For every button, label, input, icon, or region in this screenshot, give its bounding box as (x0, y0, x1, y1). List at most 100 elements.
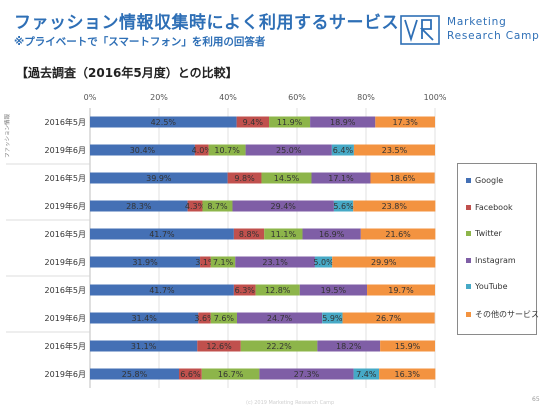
data-label: 42.5% (151, 118, 177, 127)
bar-segment (201, 368, 260, 380)
bar-segment (90, 256, 201, 268)
legend-label: Google (475, 176, 504, 185)
data-label: 16.7% (218, 370, 244, 379)
data-label: 31.1% (131, 342, 157, 351)
bar-segment (236, 312, 323, 324)
bar-segment (245, 144, 332, 156)
data-label: 18.9% (330, 118, 356, 127)
bar-segment (90, 312, 199, 324)
bar-segment (90, 340, 198, 352)
data-label: 5.0% (313, 258, 334, 267)
bar-segment (233, 228, 265, 240)
row-label: 2019年6月 (45, 145, 86, 155)
data-label: 6.3% (235, 286, 256, 295)
bar-segment (370, 172, 435, 184)
x-tick-label: 100% (424, 93, 447, 102)
data-label: 31.4% (131, 314, 157, 323)
row-label: 2016年5月 (45, 229, 86, 239)
data-label: 25.8% (122, 370, 148, 379)
x-tick-label: 0% (84, 93, 97, 102)
bar-segment (311, 172, 371, 184)
bar-segment (375, 116, 435, 128)
legend-item: Facebook (466, 203, 513, 212)
row-label: 2019年6月 (45, 201, 86, 211)
bar-segment (342, 312, 435, 324)
data-label: 4.3% (185, 202, 206, 211)
data-label: 3.1% (195, 258, 216, 267)
bar-segment (240, 340, 318, 352)
data-label: 8.8% (239, 230, 260, 239)
bar-segment (353, 368, 380, 380)
section-title: 【過去調査（2016年5月度）との比較】 (16, 66, 238, 80)
data-label: 23.5% (382, 146, 408, 155)
bar-segment (310, 116, 376, 128)
row-label: 2016年5月 (45, 341, 86, 351)
brand-name: Marketing Research Camp (447, 15, 540, 43)
data-label: 7.1% (213, 258, 234, 267)
data-label: 28.3% (126, 202, 152, 211)
data-label: 11.1% (271, 230, 297, 239)
data-label: 17.3% (392, 118, 418, 127)
bar-segment (208, 144, 246, 156)
data-label: 29.4% (270, 202, 296, 211)
bar-segment (353, 200, 436, 212)
data-label: 4.0% (192, 146, 213, 155)
data-label: 26.7% (376, 314, 402, 323)
x-tick-label: 20% (150, 93, 168, 102)
legend-item: Twitter (466, 229, 502, 238)
row-label: 2016年5月 (45, 117, 86, 127)
data-label: 3.6% (194, 314, 215, 323)
data-label: 19.5% (321, 286, 347, 295)
bar-segment (314, 256, 333, 268)
data-label: 39.9% (146, 174, 172, 183)
data-label: 15.9% (395, 342, 421, 351)
data-label: 19.7% (388, 286, 414, 295)
bar-segment (90, 116, 237, 128)
bar-segment (90, 284, 234, 296)
data-label: 14.5% (274, 174, 300, 183)
data-label: 22.2% (266, 342, 292, 351)
data-label: 23.8% (382, 202, 408, 211)
legend-swatch (466, 204, 471, 210)
bar-segment (90, 144, 195, 156)
bar-segment (302, 228, 361, 240)
x-tick-label: 40% (219, 93, 237, 102)
legend-label: Facebook (475, 202, 513, 212)
page-subtitle: ※プライベートで「スマートフォン」を利用の回答者 (14, 36, 266, 48)
data-label: 18.6% (390, 174, 416, 183)
data-label: 18.2% (336, 342, 362, 351)
legend-item: Google (466, 176, 503, 185)
data-label: 41.7% (149, 230, 175, 239)
data-label: 12.8% (265, 286, 291, 295)
data-label: 24.7% (267, 314, 293, 323)
brand-line-2: Research Camp (447, 30, 540, 42)
bar-segment (261, 172, 312, 184)
page-title: ファッション情報収集時によく利用するサービス (14, 13, 399, 33)
legend-label: Instagram (475, 255, 516, 265)
legend-swatch (466, 178, 471, 183)
bar-segment (200, 256, 211, 268)
bar-segment (264, 228, 303, 240)
bar-segment (227, 172, 262, 184)
bar-segment (90, 368, 180, 380)
data-label: 21.6% (385, 230, 411, 239)
bar-segment (331, 144, 354, 156)
bar-segment (232, 200, 334, 212)
bar-segment (333, 200, 354, 212)
bar-segment (90, 200, 188, 212)
bar-segment (299, 284, 368, 296)
bar-segment (210, 312, 237, 324)
data-label: 29.9% (371, 258, 397, 267)
bar-segment (179, 368, 202, 380)
data-label: 31.9% (132, 258, 158, 267)
legend-item: Instagram (466, 256, 516, 265)
legend-label: YouTube (475, 282, 508, 291)
data-label: 10.7% (214, 146, 240, 155)
bar-segment (90, 172, 228, 184)
bar-segment (380, 340, 435, 352)
bar-segment (379, 368, 436, 380)
bar-segment (235, 256, 315, 268)
legend-swatch (466, 311, 471, 317)
data-label: 5.9% (322, 314, 343, 323)
legend-item: その他のサービス (466, 309, 539, 320)
